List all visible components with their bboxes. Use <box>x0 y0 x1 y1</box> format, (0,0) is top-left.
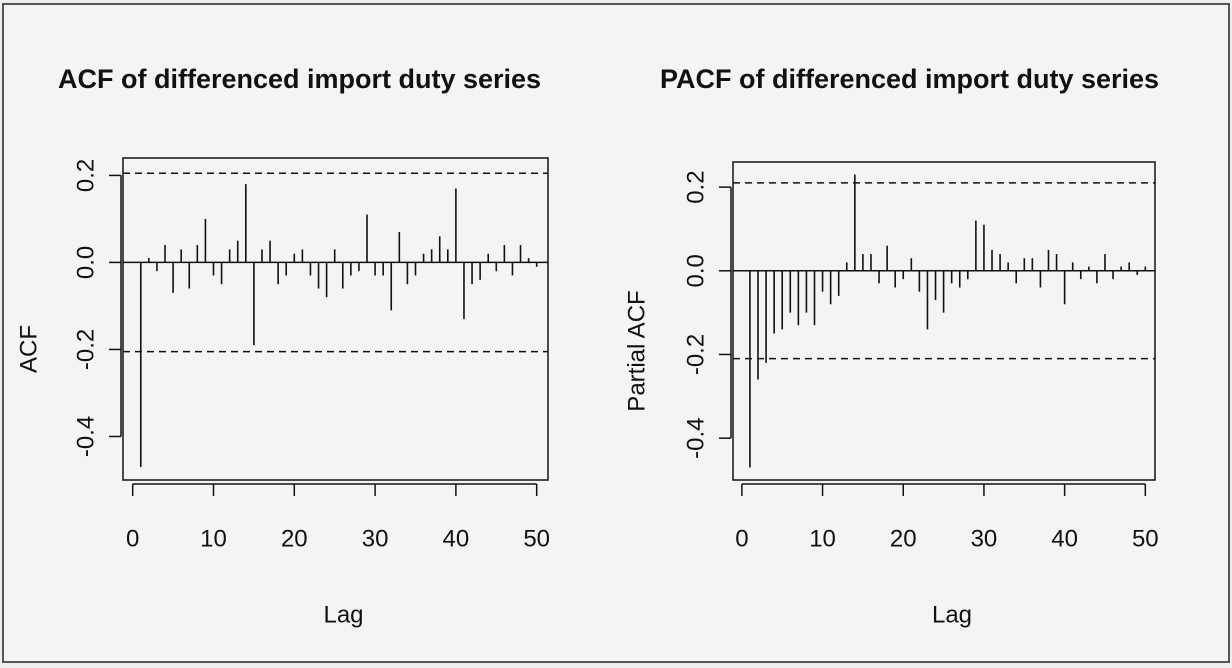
x-axis-label: Lag <box>323 601 363 628</box>
chart-title: ACF of differenced import duty series <box>58 64 541 94</box>
y-tick-label: -0.2 <box>72 329 99 370</box>
x-tick-label: 40 <box>1051 525 1078 552</box>
plot-box <box>732 161 1156 481</box>
frame <box>2 3 1230 663</box>
x-tick-label: 40 <box>443 525 470 552</box>
x-tick-label: 10 <box>200 525 227 552</box>
x-tick-label: 20 <box>890 525 917 552</box>
y-tick-label: 0.2 <box>682 170 709 203</box>
x-tick-label: 30 <box>971 525 998 552</box>
y-tick-label: 0.2 <box>72 159 99 192</box>
x-tick-label: 0 <box>126 525 139 552</box>
x-axis-label: Lag <box>932 601 972 628</box>
x-tick-label: 0 <box>735 525 748 552</box>
plot-box <box>122 157 549 481</box>
x-tick-label: 50 <box>1132 525 1159 552</box>
x-tick-label: 10 <box>809 525 836 552</box>
x-tick-label: 30 <box>362 525 389 552</box>
y-tick-label: -0.4 <box>682 417 709 458</box>
y-tick-label: -0.2 <box>682 334 709 375</box>
y-tick-label: 0.0 <box>72 246 99 279</box>
y-axis-label: ACF <box>15 325 42 373</box>
chart-title: PACF of differenced import duty series <box>660 64 1159 94</box>
y-tick-label: -0.4 <box>72 416 99 457</box>
y-axis-label: Partial ACF <box>623 290 650 411</box>
x-tick-label: 20 <box>281 525 308 552</box>
x-tick-label: 50 <box>523 525 550 552</box>
y-tick-label: 0.0 <box>682 254 709 287</box>
